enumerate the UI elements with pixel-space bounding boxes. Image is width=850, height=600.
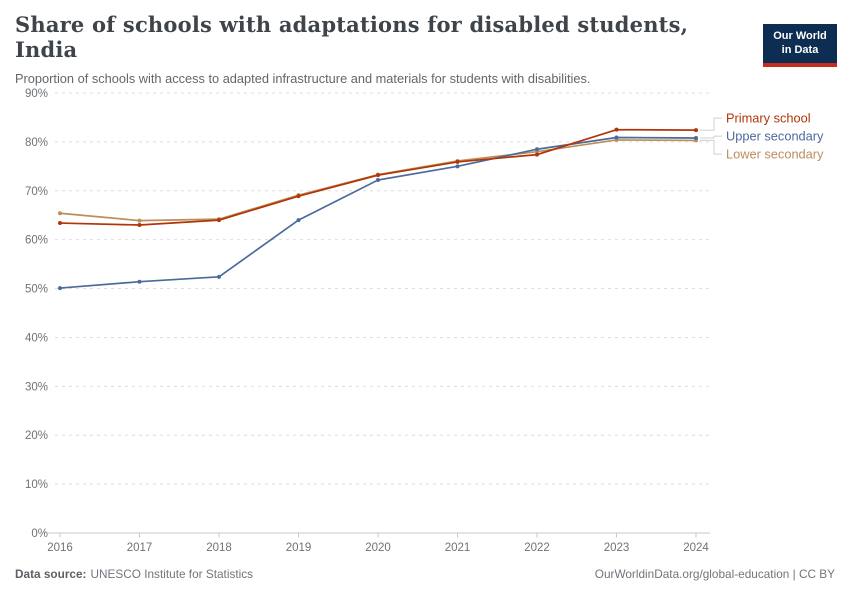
data-point-primary-school[interactable]: [217, 218, 221, 223]
legend-label-lower-secondary: Lower secondary: [726, 147, 824, 162]
data-point-upper-secondary[interactable]: [376, 178, 380, 183]
y-axis-label: 20%: [25, 430, 48, 442]
legend-connector: [700, 117, 722, 131]
owid-logo: Our World in Data: [763, 24, 837, 67]
data-point-upper-secondary[interactable]: [58, 286, 62, 291]
x-axis-label: 2020: [365, 542, 391, 554]
data-point-upper-secondary[interactable]: [614, 135, 619, 140]
chart-subtitle: Proportion of schools with access to ada…: [15, 71, 591, 86]
data-point-upper-secondary[interactable]: [694, 135, 698, 140]
series-line-primary-school[interactable]: [59, 128, 697, 226]
data-point-upper-secondary[interactable]: [296, 218, 301, 223]
data-point-upper-secondary[interactable]: [535, 147, 539, 152]
x-axis-label: 2022: [524, 542, 550, 554]
x-axis-label: 2017: [127, 542, 153, 554]
data-point-primary-school[interactable]: [694, 128, 698, 133]
chart-header: Share of schools with adaptations for di…: [15, 12, 837, 86]
data-point-upper-secondary[interactable]: [455, 164, 460, 169]
data-point-primary-school[interactable]: [614, 127, 619, 132]
y-axis-label: 70%: [25, 186, 48, 198]
x-axis-label: 2016: [47, 542, 73, 554]
page-title: Share of schools with adaptations for di…: [15, 12, 689, 62]
x-axis-label: 2019: [286, 542, 312, 554]
data-point-lower-secondary[interactable]: [137, 218, 142, 223]
legend-connector: [700, 139, 722, 155]
data-point-primary-school[interactable]: [58, 221, 62, 226]
data-point-primary-school[interactable]: [376, 173, 380, 178]
y-axis-label: 0%: [31, 528, 48, 540]
y-axis-label: 40%: [25, 332, 48, 344]
y-axis-label: 60%: [25, 235, 48, 247]
data-point-upper-secondary[interactable]: [217, 274, 221, 279]
x-axis-label: 2024: [683, 542, 709, 554]
legend-connector: [700, 135, 722, 139]
chart-footer: Data source: UNESCO Institute for Statist…: [15, 567, 835, 581]
license-link[interactable]: OurWorldinData.org/global-education | CC…: [594, 567, 835, 581]
data-source: Data source: UNESCO Institute for Statist…: [15, 567, 253, 581]
data-source-label: Data source:: [15, 567, 87, 581]
owid-logo-line2: in Data: [781, 43, 819, 56]
owid-logo-line1: Our World: [773, 30, 827, 42]
data-point-primary-school[interactable]: [535, 152, 539, 157]
y-axis-label: 80%: [25, 137, 48, 149]
data-point-primary-school[interactable]: [137, 223, 142, 227]
legend-label-upper-secondary: Upper secondary: [726, 129, 824, 144]
x-axis-label: 2021: [445, 542, 471, 554]
y-axis-label: 90%: [25, 88, 48, 100]
data-point-lower-secondary[interactable]: [58, 211, 62, 216]
y-axis-label: 30%: [25, 381, 48, 393]
y-axis-label: 50%: [25, 284, 48, 296]
data-point-primary-school[interactable]: [455, 159, 460, 164]
y-axis-label: 10%: [25, 479, 48, 491]
data-point-primary-school[interactable]: [296, 194, 301, 199]
data-point-upper-secondary[interactable]: [137, 279, 142, 284]
data-source-value: UNESCO Institute for Statistics: [90, 567, 254, 581]
x-axis-label: 2023: [604, 542, 630, 554]
legend-label-primary-school: Primary school: [726, 111, 811, 126]
x-axis-label: 2018: [206, 542, 232, 554]
series-line-upper-secondary[interactable]: [59, 136, 697, 289]
